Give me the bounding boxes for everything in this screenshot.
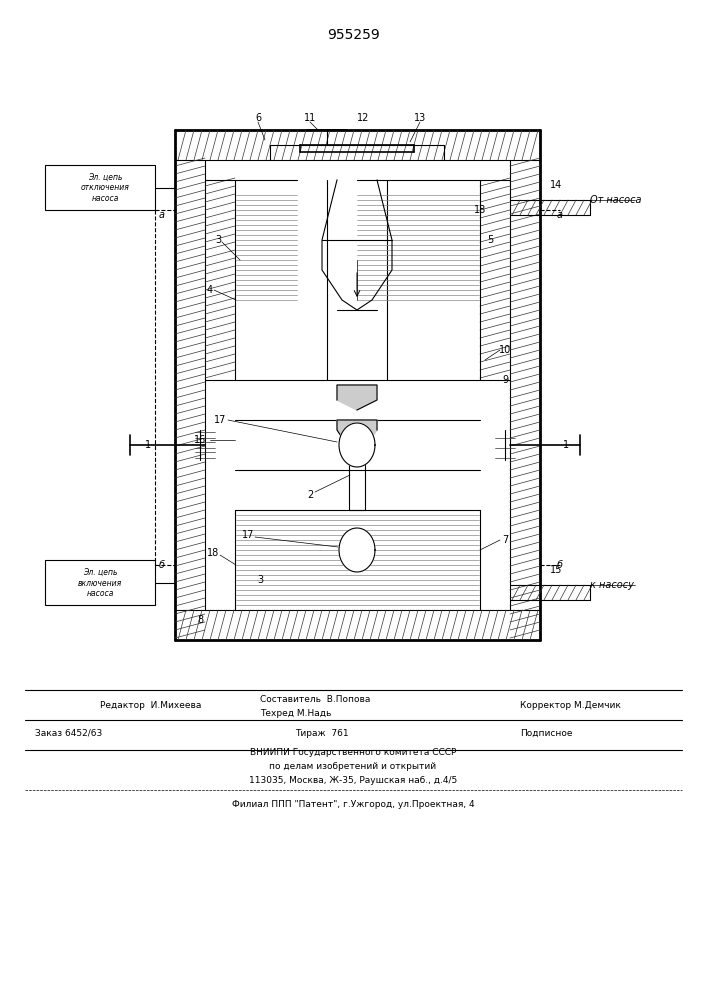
Text: 5: 5 xyxy=(487,235,493,245)
Text: 13: 13 xyxy=(414,113,426,123)
Text: к насосу: к насосу xyxy=(590,580,634,590)
Text: 2: 2 xyxy=(307,490,313,500)
Text: б: б xyxy=(557,560,563,570)
Text: 1: 1 xyxy=(563,440,569,450)
Text: ВНИИПИ Государственного комитета СССР: ВНИИПИ Государственного комитета СССР xyxy=(250,748,456,757)
Text: Подписное: Подписное xyxy=(520,728,573,738)
Text: 11: 11 xyxy=(304,113,316,123)
Text: 10: 10 xyxy=(499,345,511,355)
Polygon shape xyxy=(339,423,375,467)
Text: 15: 15 xyxy=(550,565,562,575)
Bar xyxy=(45,560,155,605)
Text: а: а xyxy=(159,210,165,220)
Text: 17: 17 xyxy=(214,415,226,425)
Text: Тираж  761: Тираж 761 xyxy=(295,728,349,738)
Polygon shape xyxy=(339,528,375,572)
Text: 16: 16 xyxy=(194,435,206,445)
Text: Эл. цепь
отключения
насоса: Эл. цепь отключения насоса xyxy=(81,173,129,203)
Text: Корректор М.Демчик: Корректор М.Демчик xyxy=(520,700,621,710)
Polygon shape xyxy=(337,420,377,460)
Text: 113035, Москва, Ж-35, Раушская наб., д.4/5: 113035, Москва, Ж-35, Раушская наб., д.4… xyxy=(249,776,457,785)
Text: б: б xyxy=(159,560,165,570)
Text: 3: 3 xyxy=(257,575,263,585)
Text: 18: 18 xyxy=(474,205,486,215)
Text: 7: 7 xyxy=(502,535,508,545)
Text: 14: 14 xyxy=(550,180,562,190)
Polygon shape xyxy=(337,385,377,410)
Text: 1: 1 xyxy=(145,440,151,450)
Text: От насоса: От насоса xyxy=(590,195,641,205)
Text: Заказ 6452/63: Заказ 6452/63 xyxy=(35,728,103,738)
Text: 9: 9 xyxy=(502,375,508,385)
Text: 955259: 955259 xyxy=(327,28,380,42)
Text: 4: 4 xyxy=(207,285,213,295)
Bar xyxy=(45,165,155,210)
Text: Составитель  В.Попова: Составитель В.Попова xyxy=(260,696,370,704)
Text: Редактор  И.Михеева: Редактор И.Михеева xyxy=(100,700,201,710)
Text: Техред М.Надь: Техред М.Надь xyxy=(260,708,332,718)
Text: 17: 17 xyxy=(242,530,255,540)
Text: Эл. цепь
включения
насоса: Эл. цепь включения насоса xyxy=(78,568,122,598)
Text: 8: 8 xyxy=(197,615,203,625)
Text: 6: 6 xyxy=(255,113,261,123)
Text: 18: 18 xyxy=(207,548,219,558)
Text: 3: 3 xyxy=(215,235,221,245)
Text: Филиал ППП "Патент", г.Ужгород, ул.Проектная, 4: Филиал ППП "Патент", г.Ужгород, ул.Проек… xyxy=(232,800,474,809)
Text: а: а xyxy=(557,210,563,220)
Text: по делам изобретений и открытий: по делам изобретений и открытий xyxy=(269,762,436,771)
Text: 12: 12 xyxy=(357,113,369,123)
